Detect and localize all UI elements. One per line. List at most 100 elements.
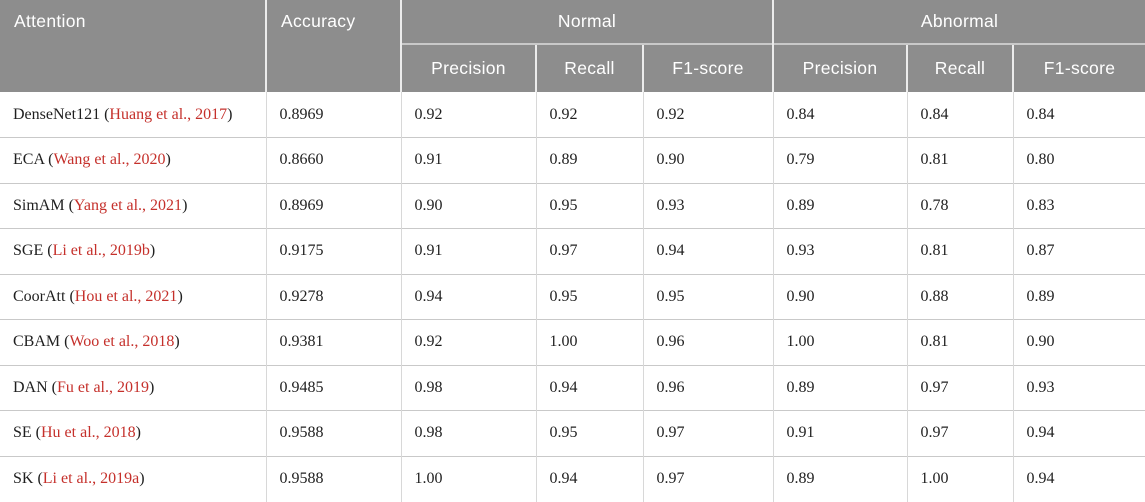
- table-header: Attention Accuracy Normal Abnormal Preci…: [0, 0, 1145, 92]
- citation-link[interactable]: Yang et al., 2021: [73, 196, 183, 214]
- normal-precision-cell: 0.91: [400, 228, 536, 274]
- paren-open: (: [100, 105, 110, 123]
- normal-precision-cell: 0.90: [400, 182, 536, 229]
- normal-f1-cell: 0.95: [642, 273, 774, 320]
- abnormal-f1-cell: 0.84: [1012, 92, 1145, 138]
- citation-link[interactable]: Li et al., 2019b: [52, 242, 150, 260]
- accuracy-cell: 0.8969: [265, 182, 401, 229]
- method-name: SGE: [13, 242, 44, 260]
- normal-f1-cell: 0.97: [642, 410, 774, 456]
- abnormal-precision-cell: 0.93: [772, 228, 908, 274]
- abnormal-precision-cell: 0.90: [772, 273, 908, 320]
- normal-precision-cell: 1.00: [400, 455, 536, 502]
- table-row: SimAM (Yang et al., 2021) 0.8969 0.90 0.95 0…: [0, 182, 1145, 229]
- paren-open: (: [43, 242, 53, 260]
- normal-recall-cell: 0.92: [535, 92, 643, 138]
- header-abnormal-recall: Recall: [906, 43, 1014, 92]
- table-row: CoorAtt (Hou et al., 2021) 0.9278 0.94 0.95…: [0, 273, 1145, 320]
- normal-precision-cell: 0.98: [400, 364, 536, 411]
- paren-close: ): [139, 470, 145, 487]
- abnormal-precision-cell: 1.00: [772, 319, 908, 365]
- method-name: SK: [13, 470, 34, 487]
- normal-f1-cell: 0.96: [642, 364, 774, 411]
- abnormal-f1-cell: 0.90: [1012, 319, 1145, 365]
- abnormal-recall-cell: 0.81: [906, 228, 1014, 274]
- abnormal-recall-cell: 0.78: [906, 182, 1014, 229]
- normal-precision-cell: 0.92: [400, 319, 536, 365]
- citation-link[interactable]: Wang et al., 2020: [53, 151, 166, 169]
- abnormal-recall-cell: 0.88: [906, 273, 1014, 320]
- normal-recall-cell: 0.94: [535, 455, 643, 502]
- attention-cell: DenseNet121 (Huang et al., 2017): [0, 92, 266, 138]
- table-row: ECA (Wang et al., 2020) 0.8660 0.91 0.89 0.9…: [0, 137, 1145, 183]
- normal-f1-cell: 0.97: [642, 455, 774, 502]
- method-name: SimAM: [13, 196, 65, 214]
- abnormal-recall-cell: 0.97: [906, 410, 1014, 456]
- accuracy-cell: 0.9588: [265, 455, 401, 502]
- paren-close: ): [165, 151, 171, 169]
- table-body: DenseNet121 (Huang et al., 2017) 0.8969 0.…: [0, 92, 1145, 502]
- accuracy-cell: 0.9175: [265, 228, 401, 274]
- header-abnormal-precision: Precision: [772, 43, 908, 92]
- normal-f1-cell: 0.92: [642, 92, 774, 138]
- normal-precision-cell: 0.92: [400, 92, 536, 138]
- accuracy-cell: 0.8969: [265, 92, 401, 138]
- citation-link[interactable]: Fu et al., 2019: [57, 378, 149, 396]
- normal-f1-cell: 0.93: [642, 182, 774, 229]
- accuracy-cell: 0.8660: [265, 137, 401, 183]
- paren-open: (: [60, 333, 70, 351]
- abnormal-precision-cell: 0.89: [772, 455, 908, 502]
- paren-close: ): [135, 424, 141, 442]
- attention-cell: CBAM (Woo et al., 2018): [0, 319, 266, 365]
- paren-close: ): [182, 196, 188, 214]
- normal-recall-cell: 0.89: [535, 137, 643, 183]
- abnormal-f1-cell: 0.83: [1012, 182, 1145, 229]
- table-row: DAN (Fu et al., 2019) 0.9485 0.98 0.94 0.96 0…: [0, 364, 1145, 411]
- header-normal-recall: Recall: [535, 43, 643, 92]
- table-row: SGE (Li et al., 2019b) 0.9175 0.91 0.97 0.94…: [0, 228, 1145, 274]
- table-row: SE (Hu et al., 2018) 0.9588 0.98 0.95 0.97 0.…: [0, 410, 1145, 456]
- header-accuracy: Accuracy: [265, 0, 401, 92]
- abnormal-recall-cell: 0.81: [906, 137, 1014, 183]
- method-name: CBAM: [13, 333, 61, 351]
- header-sub-row: Precision Recall F1-score Precision Reca…: [0, 43, 1145, 92]
- header-normal-precision: Precision: [400, 43, 536, 92]
- attention-cell: SK (Li et al., 2019a): [0, 455, 266, 502]
- table-row: DenseNet121 (Huang et al., 2017) 0.8969 0.…: [0, 92, 1145, 138]
- method-name: DAN: [13, 378, 48, 396]
- normal-recall-cell: 1.00: [535, 319, 643, 365]
- citation-link[interactable]: Hu et al., 2018: [41, 424, 136, 442]
- normal-recall-cell: 0.95: [535, 182, 643, 229]
- normal-f1-cell: 0.94: [642, 228, 774, 274]
- header-group-normal: Normal: [399, 0, 774, 44]
- abnormal-recall-cell: 0.97: [906, 364, 1014, 411]
- header-abnormal-f1: F1-score: [1012, 43, 1145, 92]
- normal-f1-cell: 0.96: [642, 319, 774, 365]
- normal-precision-cell: 0.91: [400, 137, 536, 183]
- paren-close: ): [149, 378, 155, 396]
- attention-cell: SimAM (Yang et al., 2021): [0, 182, 266, 229]
- citation-link[interactable]: Woo et al., 2018: [69, 333, 175, 351]
- paren-open: (: [31, 424, 41, 442]
- paren-open: (: [44, 151, 54, 169]
- method-name: DenseNet121: [13, 105, 101, 123]
- citation-link[interactable]: Hou et al., 2021: [74, 287, 178, 305]
- abnormal-f1-cell: 0.93: [1012, 364, 1145, 411]
- abnormal-f1-cell: 0.87: [1012, 228, 1145, 274]
- citation-link[interactable]: Huang et al., 2017: [109, 105, 228, 123]
- attention-cell: SE (Hu et al., 2018): [0, 410, 266, 456]
- abnormal-precision-cell: 0.79: [772, 137, 908, 183]
- normal-recall-cell: 0.94: [535, 364, 643, 411]
- citation-link[interactable]: Li et al., 2019a: [42, 470, 140, 487]
- abnormal-precision-cell: 0.91: [772, 410, 908, 456]
- abnormal-recall-cell: 0.84: [906, 92, 1014, 138]
- normal-recall-cell: 0.95: [535, 273, 643, 320]
- method-name: SE: [13, 424, 32, 442]
- paren-close: ): [177, 287, 183, 305]
- header-attention: Attention: [0, 0, 266, 92]
- normal-recall-cell: 0.95: [535, 410, 643, 456]
- table-row: SK (Li et al., 2019a) 0.9588 1.00 0.94 0.97 0…: [0, 455, 1145, 502]
- paren-open: (: [33, 470, 43, 487]
- abnormal-f1-cell: 0.80: [1012, 137, 1145, 183]
